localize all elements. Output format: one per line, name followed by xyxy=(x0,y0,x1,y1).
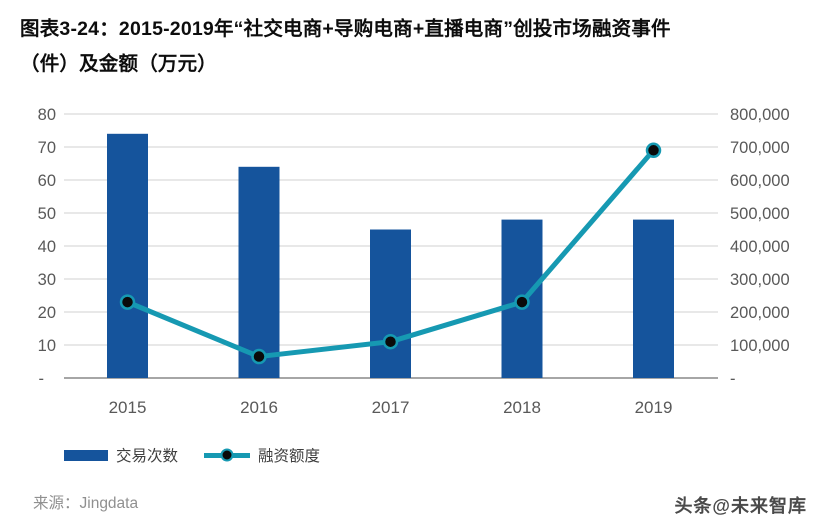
left-axis-tick-label: 70 xyxy=(38,139,56,157)
x-axis-label-2015: 2015 xyxy=(109,398,147,417)
x-axis-label-2016: 2016 xyxy=(240,398,278,417)
x-axis-label-2019: 2019 xyxy=(635,398,673,417)
source-credit: 来源：Jingdata xyxy=(33,495,139,512)
left-axis-tick-label: - xyxy=(39,370,45,388)
left-axis-tick-label: 80 xyxy=(38,106,56,124)
x-axis-label-2017: 2017 xyxy=(372,398,410,417)
marker-2019 xyxy=(645,142,662,159)
x-axis-label-2018: 2018 xyxy=(503,398,541,417)
left-axis-tick-label: 30 xyxy=(38,271,56,289)
right-axis-tick-label: 500,000 xyxy=(730,205,790,223)
bar-2017 xyxy=(370,229,411,378)
left-axis-tick-label: 40 xyxy=(38,238,56,256)
marker-2015 xyxy=(119,294,136,310)
marker-2018 xyxy=(514,294,530,310)
bar-series-swatch-icon xyxy=(64,449,108,461)
bar-2016 xyxy=(238,166,280,378)
right-axis-tick-label: 600,000 xyxy=(730,172,790,190)
left-axis-tick-label: 10 xyxy=(38,337,56,355)
left-axis-tick-label: 20 xyxy=(38,304,56,322)
right-axis-tick-label: 400,000 xyxy=(730,238,790,256)
left-axis-tick-label: 60 xyxy=(38,172,56,190)
marker-2016 xyxy=(251,348,267,365)
marker-2017 xyxy=(382,333,399,350)
right-axis-tick-label: 700,000 xyxy=(730,139,790,157)
line-swatch-marker xyxy=(220,448,234,462)
legend-item-line: 融资额度 xyxy=(204,444,320,466)
right-axis-tick-label: - xyxy=(730,370,736,388)
right-axis-tick-label: 300,000 xyxy=(730,271,790,289)
chart-title: 图表3-24：2015-2019年“社交电商+导购电商+直播电商”创投市场融资事… xyxy=(20,12,800,82)
chart-title-line2: （件）及金额（万元） xyxy=(20,53,218,75)
watermark: 头条@未来智库 xyxy=(674,496,807,516)
right-axis-tick-label: 200,000 xyxy=(730,304,790,322)
line-series-swatch-icon xyxy=(204,448,251,462)
legend-label-line: 融资额度 xyxy=(258,448,321,465)
bar-2019 xyxy=(633,219,674,378)
legend-item-bars: 交易次数 xyxy=(64,444,178,466)
chart-legend: 交易次数 融资额度 xyxy=(64,444,320,466)
right-axis-tick-label: 800,000 xyxy=(730,106,790,124)
legend-label-bars: 交易次数 xyxy=(116,448,179,465)
chart-title-line1: 图表3-24：2015-2019年“社交电商+导购电商+直播电商”创投市场融资事… xyxy=(20,18,671,40)
right-axis-tick-label: 100,000 xyxy=(730,337,790,355)
bar-2015 xyxy=(107,133,148,378)
left-axis-tick-label: 50 xyxy=(38,205,56,223)
